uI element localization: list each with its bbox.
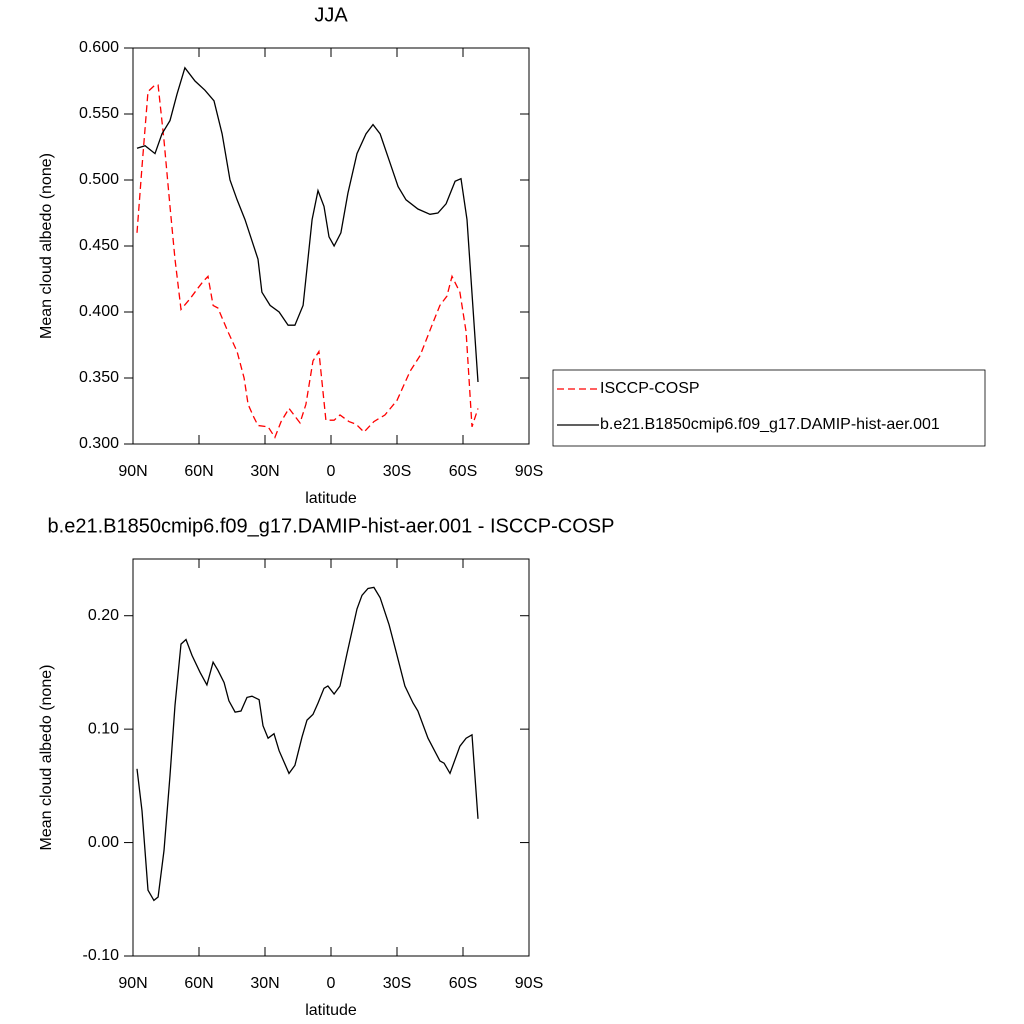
chart-title: JJA (314, 4, 348, 26)
x-tick-label: 60S (449, 463, 477, 480)
y-tick-label: 0.400 (79, 303, 119, 320)
x-tick-label: 0 (327, 975, 336, 992)
x-tick-label: 60N (184, 975, 213, 992)
y-tick-label: 0.00 (88, 834, 119, 851)
y-tick-label: 0.600 (79, 39, 119, 56)
data-line (136, 586, 479, 902)
y-axis-label: Mean cloud albedo (none) (38, 665, 55, 851)
x-tick-label: 90S (515, 975, 543, 992)
y-tick-label: 0.500 (79, 171, 119, 188)
y-axis-label: Mean cloud albedo (none) (38, 153, 55, 339)
y-tick-label: 0.550 (79, 105, 119, 122)
y-tick-label: 0.10 (88, 720, 119, 737)
x-tick-label: 90N (118, 975, 147, 992)
y-tick-label: 0.300 (79, 435, 119, 452)
x-tick-label: 30N (250, 463, 279, 480)
y-tick-label: -0.10 (83, 947, 120, 964)
x-tick-label: 30N (250, 975, 279, 992)
y-tick-label: 0.20 (88, 607, 119, 624)
y-tick-label: 0.450 (79, 237, 119, 254)
x-tick-label: 30S (383, 975, 411, 992)
x-axis-label: latitude (305, 1002, 357, 1019)
y-tick-label: 0.350 (79, 369, 119, 386)
x-tick-label: 0 (327, 463, 336, 480)
data-line (136, 84, 479, 439)
legend-label: b.e21.B1850cmip6.f09_g17.DAMIP-hist-aer.… (600, 416, 940, 433)
x-tick-label: 30S (383, 463, 411, 480)
x-axis-label: latitude (305, 490, 357, 507)
x-tick-label: 60N (184, 463, 213, 480)
chart-title: b.e21.B1850cmip6.f09_g17.DAMIP-hist-aer.… (48, 515, 615, 537)
x-tick-label: 90N (118, 463, 147, 480)
x-tick-label: 60S (449, 975, 477, 992)
legend-label: ISCCP-COSP (600, 380, 700, 397)
x-tick-label: 90S (515, 463, 543, 480)
plot-frame (132, 558, 530, 957)
data-line (136, 66, 479, 383)
legend-box (552, 369, 986, 447)
